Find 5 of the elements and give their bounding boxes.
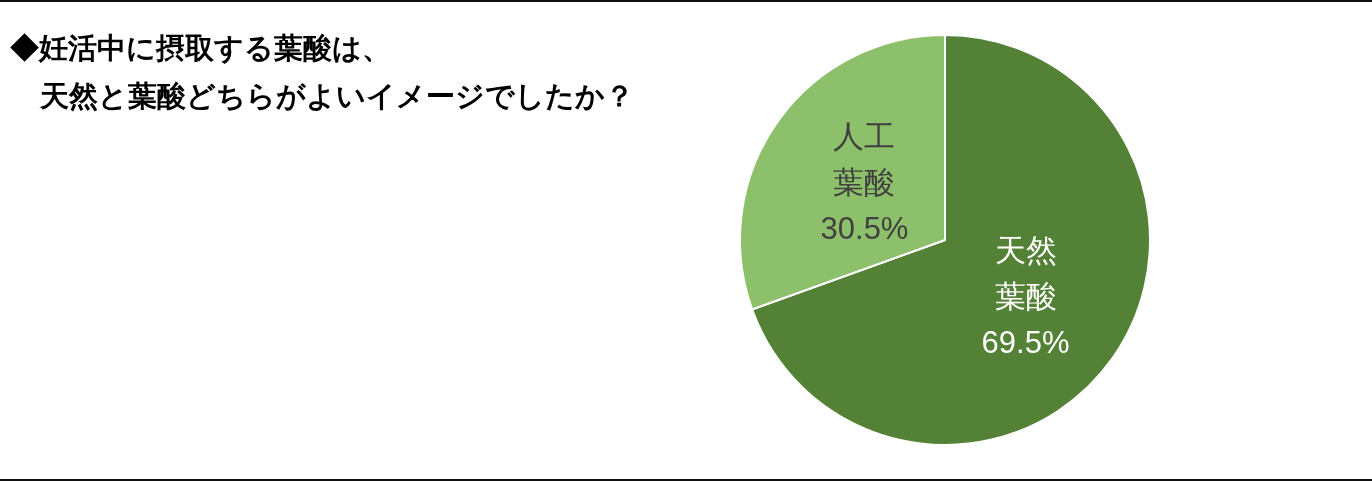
data-label: 69.5% bbox=[980, 323, 1071, 362]
data-label: 30.5% bbox=[819, 210, 910, 249]
slice-label: 天然葉酸 bbox=[993, 231, 1058, 316]
text: ◆妊活中に摂取する葉酸は、天然と葉酸どちらがよいイメージでしたか？ bbox=[10, 31, 635, 114]
slice-label: 人工葉酸 bbox=[832, 118, 897, 203]
